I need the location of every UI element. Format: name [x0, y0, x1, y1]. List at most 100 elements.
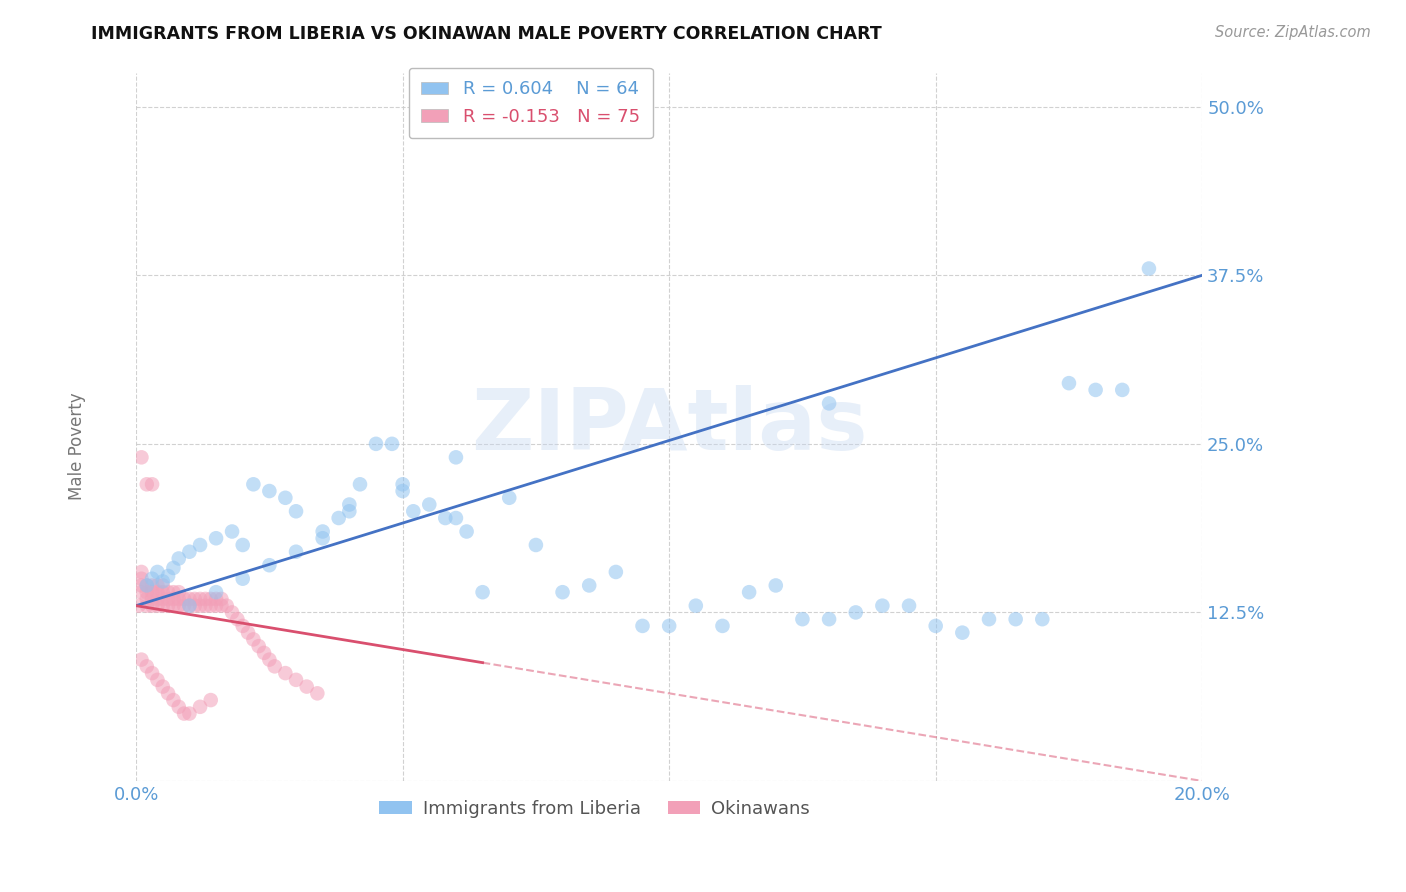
Point: [131, 652, 153, 666]
Point: [157, 585, 180, 599]
Point: [328, 511, 350, 525]
Point: [162, 561, 184, 575]
Point: [818, 612, 841, 626]
Text: ZIPAtlas: ZIPAtlas: [471, 385, 868, 468]
Point: [141, 591, 163, 606]
Point: [226, 612, 249, 626]
Point: [188, 538, 211, 552]
Point: [792, 612, 814, 626]
Point: [1057, 376, 1080, 391]
Point: [184, 591, 207, 606]
Point: [259, 483, 281, 498]
Point: [128, 599, 150, 613]
Point: [157, 599, 180, 613]
Point: [131, 585, 153, 599]
Point: [312, 531, 335, 545]
Point: [295, 680, 318, 694]
Point: [157, 591, 180, 606]
Point: [818, 396, 841, 410]
Point: [167, 599, 190, 613]
Point: [135, 578, 157, 592]
Point: [173, 599, 195, 613]
Point: [157, 569, 180, 583]
Point: [285, 504, 308, 518]
Point: [162, 591, 184, 606]
Point: [184, 599, 207, 613]
Point: [242, 632, 264, 647]
Point: [162, 693, 184, 707]
Point: [845, 606, 868, 620]
Point: [188, 699, 211, 714]
Point: [167, 551, 190, 566]
Point: [977, 612, 1000, 626]
Point: [285, 673, 308, 687]
Point: [146, 591, 169, 606]
Point: [605, 565, 627, 579]
Point: [209, 591, 232, 606]
Point: [898, 599, 921, 613]
Point: [418, 498, 440, 512]
Point: [179, 591, 201, 606]
Point: [391, 477, 413, 491]
Point: [162, 599, 184, 613]
Point: [312, 524, 335, 539]
Point: [200, 599, 222, 613]
Point: [146, 565, 169, 579]
Point: [194, 591, 217, 606]
Point: [221, 606, 243, 620]
Legend: Immigrants from Liberia, Okinawans: Immigrants from Liberia, Okinawans: [373, 793, 817, 825]
Point: [391, 483, 413, 498]
Point: [1031, 612, 1053, 626]
Point: [259, 558, 281, 573]
Point: [337, 498, 360, 512]
Point: [141, 585, 163, 599]
Point: [205, 585, 228, 599]
Point: [167, 591, 190, 606]
Point: [188, 591, 211, 606]
Point: [141, 666, 163, 681]
Point: [131, 578, 153, 592]
Point: [209, 599, 232, 613]
Text: Source: ZipAtlas.com: Source: ZipAtlas.com: [1215, 25, 1371, 40]
Point: [135, 477, 157, 491]
Point: [242, 477, 264, 491]
Point: [135, 578, 157, 592]
Point: [631, 619, 654, 633]
Point: [146, 585, 169, 599]
Point: [364, 437, 387, 451]
Point: [232, 538, 254, 552]
Point: [152, 680, 174, 694]
Point: [349, 477, 371, 491]
Point: [215, 599, 238, 613]
Point: [152, 578, 174, 592]
Point: [162, 585, 184, 599]
Point: [194, 599, 217, 613]
Point: [1004, 612, 1026, 626]
Point: [131, 572, 153, 586]
Point: [173, 591, 195, 606]
Point: [444, 511, 467, 525]
Point: [232, 572, 254, 586]
Point: [434, 511, 457, 525]
Point: [232, 619, 254, 633]
Point: [263, 659, 285, 673]
Point: [711, 619, 734, 633]
Point: [167, 699, 190, 714]
Point: [146, 599, 169, 613]
Point: [141, 477, 163, 491]
Point: [872, 599, 894, 613]
Point: [950, 625, 973, 640]
Point: [471, 585, 494, 599]
Point: [1137, 261, 1160, 276]
Text: IMMIGRANTS FROM LIBERIA VS OKINAWAN MALE POVERTY CORRELATION CHART: IMMIGRANTS FROM LIBERIA VS OKINAWAN MALE…: [91, 25, 882, 43]
Point: [456, 524, 478, 539]
Point: [146, 578, 169, 592]
Point: [221, 524, 243, 539]
Point: [173, 706, 195, 721]
Point: [167, 585, 190, 599]
Point: [274, 666, 297, 681]
Point: [157, 686, 180, 700]
Point: [146, 673, 169, 687]
Point: [765, 578, 787, 592]
Point: [135, 591, 157, 606]
